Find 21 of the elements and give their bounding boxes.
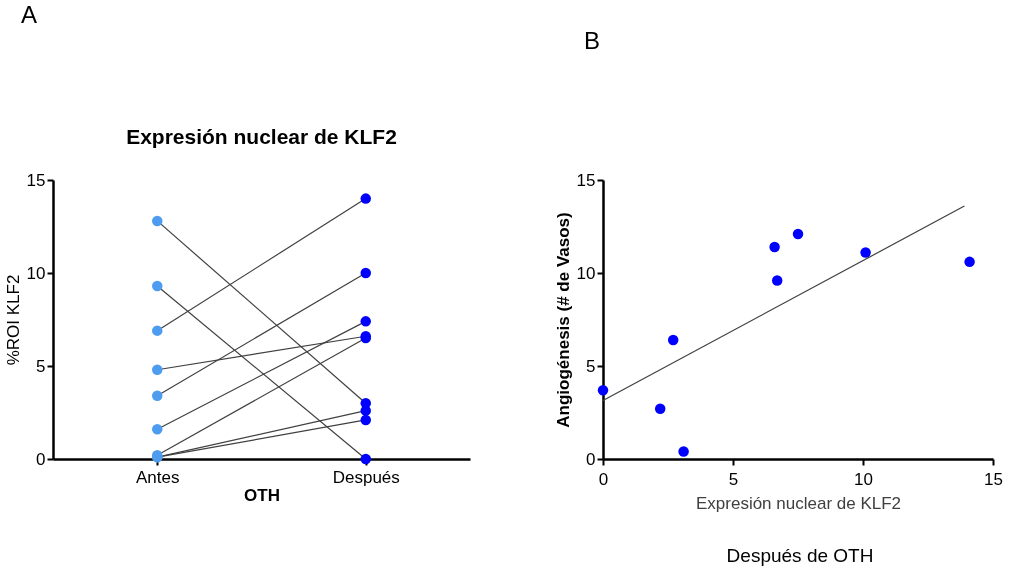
y-tick-label: 15 <box>576 170 596 190</box>
x-tick-label: Antes <box>136 467 180 487</box>
text: Después de OTH <box>726 545 874 566</box>
x-tick-label: 15 <box>984 469 1003 489</box>
y-tick-label: 5 <box>36 356 46 376</box>
x-tick-label: Después <box>332 467 400 487</box>
x-tick-label: 5 <box>728 469 739 489</box>
y-tick-label: 0 <box>36 449 46 469</box>
x-axis-title: Expresión nuclear de KLF2 <box>695 493 902 513</box>
y-tick-label: 15 <box>26 170 46 190</box>
y-axis-title: Angiogénesis (# de Vasos) <box>553 212 573 428</box>
chart-title: Expresión nuclear de KLF2 <box>126 125 397 148</box>
y-tick-label: 10 <box>26 263 46 283</box>
x-tick-label: 10 <box>854 469 873 489</box>
text: B <box>583 27 601 54</box>
y-tick-label: 10 <box>576 263 596 283</box>
x-axis-title: OTH <box>244 485 280 505</box>
text: A <box>20 1 38 28</box>
y-axis-title: %ROI KLF2 <box>3 274 23 366</box>
y-tick-label: 0 <box>586 449 596 469</box>
y-tick-label: 5 <box>586 356 596 376</box>
